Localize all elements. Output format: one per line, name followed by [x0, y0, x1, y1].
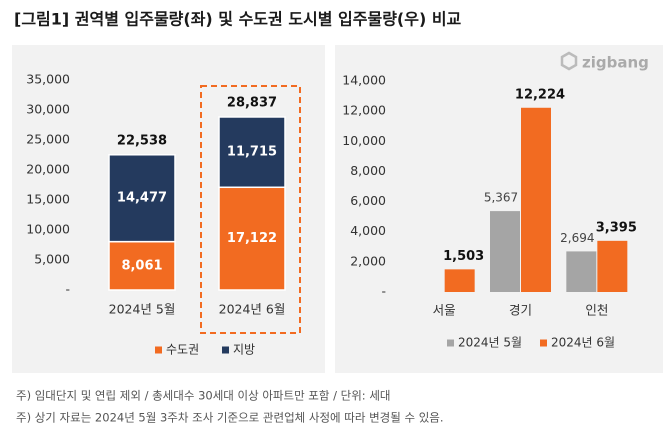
data-label: 12,224	[515, 87, 565, 102]
total-label: 22,538	[117, 133, 167, 148]
logo: zigbang	[560, 51, 649, 72]
data-label: 8,061	[121, 258, 162, 273]
bar	[444, 269, 475, 292]
legend-label: 지방	[233, 343, 255, 357]
data-label: 3,395	[596, 220, 637, 235]
data-label: 1,503	[443, 249, 484, 264]
title: [그림1] 권역별 입주물량(좌) 및 수도권 도시별 입주물량(우) 비교	[14, 10, 462, 29]
x-tick-label: 2024년 5월	[109, 302, 176, 317]
data-label: 2,694	[560, 231, 594, 245]
footnote: 주) 상기 자료는 2024년 5월 3주차 조사 기준으로 관련업체 사정에 …	[16, 411, 444, 425]
bar-segment	[108, 154, 176, 243]
right-panel	[335, 45, 663, 373]
x-tick-label: 2024년 6월	[219, 302, 286, 317]
x-tick-label: 경기	[509, 303, 532, 318]
y-tick-label: 10,000	[342, 133, 386, 148]
y-tick-label: 30,000	[26, 102, 70, 117]
y-tick-label: 5,000	[34, 252, 70, 267]
legend-label: 2024년 6월	[551, 336, 615, 350]
y-tick-label: 10,000	[26, 222, 70, 237]
bar-segment	[218, 116, 286, 189]
legend-label: 2024년 5월	[458, 336, 522, 350]
legend-swatch	[155, 346, 162, 354]
y-tick-label: 8,000	[350, 163, 386, 178]
y-tick-label: 2,000	[350, 253, 386, 268]
y-tick-label: 20,000	[26, 162, 70, 177]
y-tick-label: 14,000	[342, 73, 386, 88]
legend-swatch	[540, 339, 547, 347]
data-label: 17,122	[227, 231, 277, 246]
legend-label: 수도권	[166, 343, 199, 357]
y-tick-label: 6,000	[350, 193, 386, 208]
y-tick-label: 12,000	[342, 103, 386, 118]
data-label: 11,715	[227, 145, 277, 160]
legend-swatch	[447, 339, 454, 347]
bar	[490, 211, 520, 292]
total-label: 28,837	[227, 95, 277, 110]
data-label: 5,367	[484, 191, 518, 205]
y-tick-label: 35,000	[26, 72, 70, 87]
x-tick-label: 인천	[585, 303, 608, 318]
logo-icon	[560, 51, 578, 71]
highlight-box	[200, 85, 301, 334]
legend-swatch	[222, 346, 229, 354]
y-tick-label: 15,000	[26, 192, 70, 207]
data-label: 14,477	[117, 191, 167, 206]
bar-segment	[218, 186, 286, 291]
bar	[521, 107, 551, 293]
y-tick-label: -	[381, 284, 386, 299]
bar	[597, 240, 628, 292]
bar	[566, 251, 597, 292]
y-tick-label: -	[65, 282, 70, 297]
y-tick-label: 25,000	[26, 132, 70, 147]
y-tick-label: 4,000	[350, 223, 386, 238]
footnote: 주) 임대단지 및 연립 제외 / 총세대수 30세대 이상 아파트만 포함 /…	[16, 389, 391, 403]
x-tick-label: 서울	[433, 303, 456, 318]
logo-text: zigbang	[582, 54, 649, 72]
